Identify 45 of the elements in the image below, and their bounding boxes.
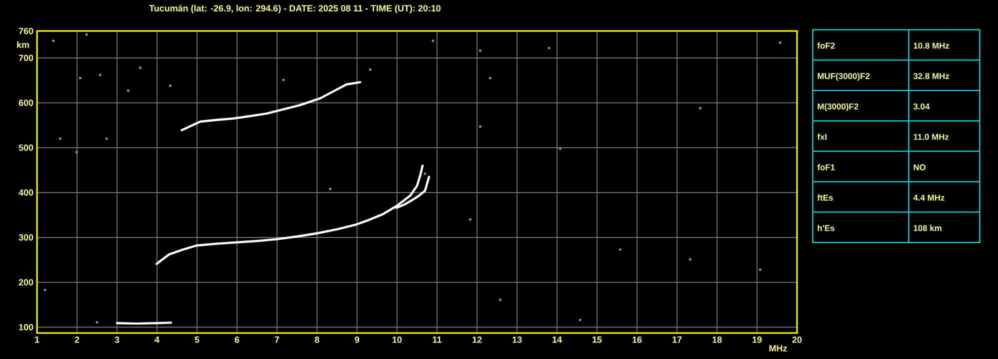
x-tick-label: 16 xyxy=(632,336,642,343)
chart-title: Tucumán (lat: -26.9, lon: 294.6) - DATE: 2025 08 11 - TIME (UT): 20:10 xyxy=(149,4,441,14)
x-tick-label: 9 xyxy=(354,336,360,343)
x-tick-label: 8 xyxy=(314,336,320,343)
x-axis-title: MHz xyxy=(769,345,787,352)
text: 10.8 MHz xyxy=(914,42,950,49)
y-tick-label: 300 xyxy=(18,234,34,241)
y-tick-label: 400 xyxy=(18,189,34,196)
x-tick-label: 10 xyxy=(392,336,402,343)
x-tick-label: 14 xyxy=(552,336,562,343)
text: h'Es xyxy=(818,224,834,232)
y-tick-label: 200 xyxy=(18,279,34,286)
x-tick-label: 19 xyxy=(752,336,762,343)
y-tick-label: 600 xyxy=(18,100,34,106)
x-tick-label: 11 xyxy=(432,336,442,343)
x-tick-label: 15 xyxy=(592,336,602,343)
y-axis-title: km xyxy=(17,41,29,48)
text: M(3000)F2 xyxy=(818,103,858,112)
x-tick-label: 7 xyxy=(274,336,280,343)
text: 108 km xyxy=(914,224,942,232)
x-tick-label: 5 xyxy=(194,336,200,343)
text: foF2 xyxy=(817,42,835,49)
x-tick-label: 6 xyxy=(234,336,240,343)
text: 32.8 MHz xyxy=(913,73,950,80)
y-tick-label: 500 xyxy=(18,144,34,151)
text: ftEs xyxy=(817,194,833,201)
x-tick-label: 2 xyxy=(74,336,80,343)
x-tick-label: 20 xyxy=(792,336,802,343)
text: fxI xyxy=(817,134,827,140)
text: 3.04 xyxy=(913,103,930,110)
x-tick-label: 3 xyxy=(114,336,120,343)
text: MUF(3000)F2 xyxy=(818,72,870,81)
y-tick-label: 700 xyxy=(18,54,34,62)
x-tick-label: 13 xyxy=(512,336,522,343)
x-tick-label: 12 xyxy=(472,336,482,343)
y-tick-label: 760 xyxy=(18,28,34,34)
x-tick-label: 17 xyxy=(672,336,682,343)
text: foF1 xyxy=(817,164,835,170)
text: NO xyxy=(914,164,926,170)
x-tick-label: 1 xyxy=(35,336,40,343)
x-tick-label: 18 xyxy=(712,336,722,343)
text: 4.4 MHz xyxy=(913,194,944,201)
y-tick-label: 100 xyxy=(19,324,34,330)
x-tick-label: 4 xyxy=(154,336,160,343)
text: 11.0 MHz xyxy=(914,134,949,140)
